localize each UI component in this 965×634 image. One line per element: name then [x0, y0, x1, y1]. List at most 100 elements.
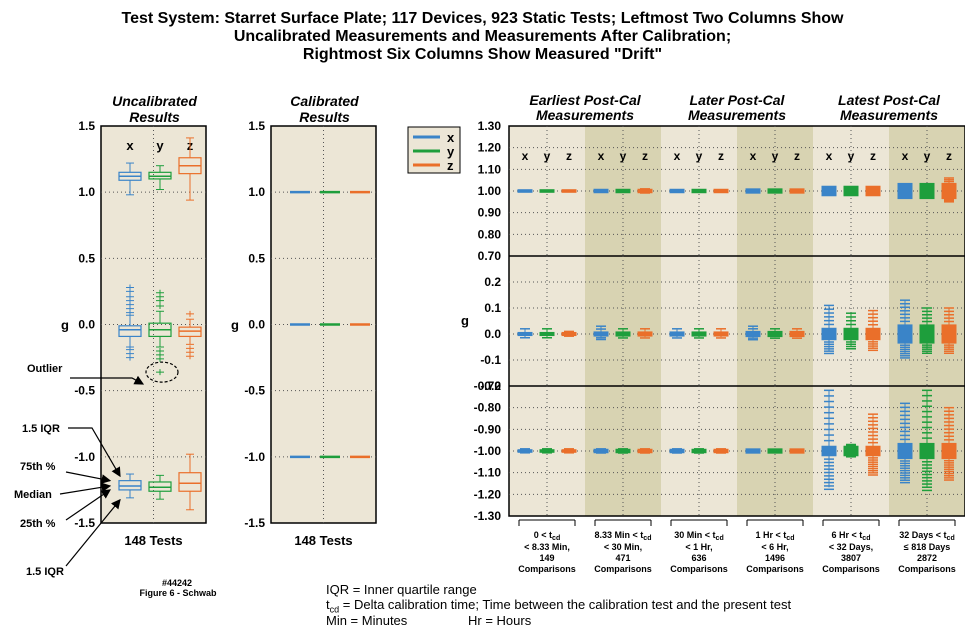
drift-box-body	[821, 185, 837, 197]
ytick-calibrated: 0.5	[248, 251, 265, 265]
ytick-calibrated: -1.5	[244, 516, 265, 530]
drift-category: 8.33 Min < tcd	[594, 519, 652, 542]
drift-axis-label-z: z	[566, 149, 572, 163]
drift-box-y	[615, 448, 631, 454]
drift-ytick: 0.70	[478, 249, 502, 263]
box-x-uncalibrated	[118, 284, 142, 361]
drift-ytick: -0.90	[474, 422, 502, 436]
drift-box-x	[593, 188, 609, 194]
category-bracket	[898, 519, 956, 526]
drift-box-y	[767, 328, 783, 339]
box-y-uncalibrated	[148, 289, 172, 376]
category-label-line1: 1 Hr < tcd	[756, 530, 795, 542]
ytick-uncalibrated: 1.0	[78, 185, 95, 199]
drift-box-y	[767, 448, 783, 454]
drift-box-x	[821, 304, 837, 355]
drift-box-z	[941, 406, 957, 481]
box-x-uncalibrated	[118, 162, 142, 196]
drift-box-body	[713, 188, 729, 194]
box-x-uncalibrated	[118, 473, 142, 499]
category-label-line2: < 1 Hr,	[685, 542, 712, 552]
drift-box-x	[745, 325, 761, 341]
category-label-line1: 8.33 Min < tcd	[595, 530, 652, 542]
drift-box-z	[713, 448, 729, 454]
category-label-line1: 30 Min < tcd	[674, 530, 723, 542]
drift-axis-label-y: y	[696, 149, 703, 163]
panel-title-calibrated-1: Calibrated	[290, 93, 359, 109]
drift-box-x	[897, 402, 913, 484]
legend-label-x: x	[447, 130, 455, 145]
drift-group-title: Measurements	[840, 107, 938, 123]
panel-title-uncalibrated-2: Results	[129, 109, 180, 125]
category-bracket	[746, 519, 804, 526]
drift-category: 0 < tcd	[518, 519, 576, 542]
category-label-count: 149	[539, 553, 554, 563]
drift-box-y	[691, 328, 707, 339]
outlier-circle	[145, 361, 179, 383]
ylabel-uncalibrated: g	[61, 318, 69, 333]
drift-category: 32 Days < tcd	[898, 519, 956, 542]
drift-box-body	[789, 448, 805, 454]
drift-box-z	[561, 189, 577, 193]
box-body	[178, 472, 202, 492]
ytick-calibrated: 0.0	[248, 318, 265, 332]
drift-axis-label-y: y	[848, 149, 855, 163]
ytick-uncalibrated: -0.5	[74, 384, 95, 398]
drift-box-body	[517, 189, 533, 193]
drift-box-z	[941, 177, 957, 203]
ytick-calibrated: -1.0	[244, 450, 265, 464]
category-label-count: 471	[615, 553, 630, 563]
drift-ytick: -0.70	[474, 379, 502, 393]
title-line-1: Test System: Starret Surface Plate; 117 …	[121, 10, 844, 27]
drift-box-body	[615, 188, 631, 194]
drift-box-z	[789, 328, 805, 339]
outlier-mark	[156, 369, 164, 376]
drift-ytick: 0.80	[478, 227, 502, 241]
drift-ytick: 0.90	[478, 206, 502, 220]
drift-group-title: Measurements	[536, 107, 634, 123]
category-label-line1: 32 Days < tcd	[899, 530, 954, 542]
drift-box-y	[539, 328, 555, 339]
drift-box-z	[865, 309, 881, 352]
drift-ytick: 0.0	[484, 327, 501, 341]
drift-box-y	[691, 188, 707, 194]
drift-ytick: -1.30	[474, 509, 502, 523]
drift-box-x	[669, 448, 685, 454]
category-label-comparisons: Comparisons	[746, 564, 804, 574]
footer-tcd-sub: cd	[329, 604, 340, 615]
category-label-comparisons: Comparisons	[822, 564, 880, 574]
category-label-comparisons: Comparisons	[898, 564, 956, 574]
drift-axis-label-z: z	[946, 149, 952, 163]
drift-axis-label-z: z	[718, 149, 724, 163]
drift-ytick: 1.30	[478, 119, 502, 133]
drift-box-body	[865, 185, 881, 197]
outlier-mark	[126, 293, 134, 300]
drift-box-body	[691, 188, 707, 194]
axis-label-y: y	[156, 138, 164, 153]
drift-axis-label-x: x	[522, 149, 529, 163]
drift-category: 6 Hr < tcd	[822, 519, 880, 542]
drift-axis-label-y: y	[544, 149, 551, 163]
footer-tcd: tcd = Delta calibration time; Time betwe…	[326, 597, 791, 615]
ytick-calibrated: 1.0	[248, 185, 265, 199]
drift-group-title: Latest Post-Cal	[838, 92, 941, 108]
drift-group-title: Earliest Post-Cal	[529, 92, 641, 108]
category-label-count: 3807	[841, 553, 861, 563]
drift-box-z	[637, 328, 653, 339]
drift-axis-label-y: y	[772, 149, 779, 163]
drift-ytick: -1.20	[474, 487, 502, 501]
drift-box-x	[745, 448, 761, 454]
drift-box-y	[539, 448, 555, 454]
annotation-arrow	[65, 489, 111, 521]
drift-category: 1 Hr < tcd	[746, 519, 804, 542]
drift-category: 30 Min < tcd	[670, 519, 728, 542]
drift-box-y	[767, 188, 783, 194]
drift-ytick: 1.10	[478, 162, 502, 176]
footer-iqr: IQR = Inner quartile range	[326, 582, 477, 597]
category-label-line2: ≤ 818 Days	[904, 542, 950, 552]
ytick-uncalibrated: 0.5	[78, 251, 95, 265]
category-bracket	[670, 519, 728, 526]
box-z-uncalibrated	[178, 453, 202, 511]
category-label-count: 1496	[765, 553, 785, 563]
